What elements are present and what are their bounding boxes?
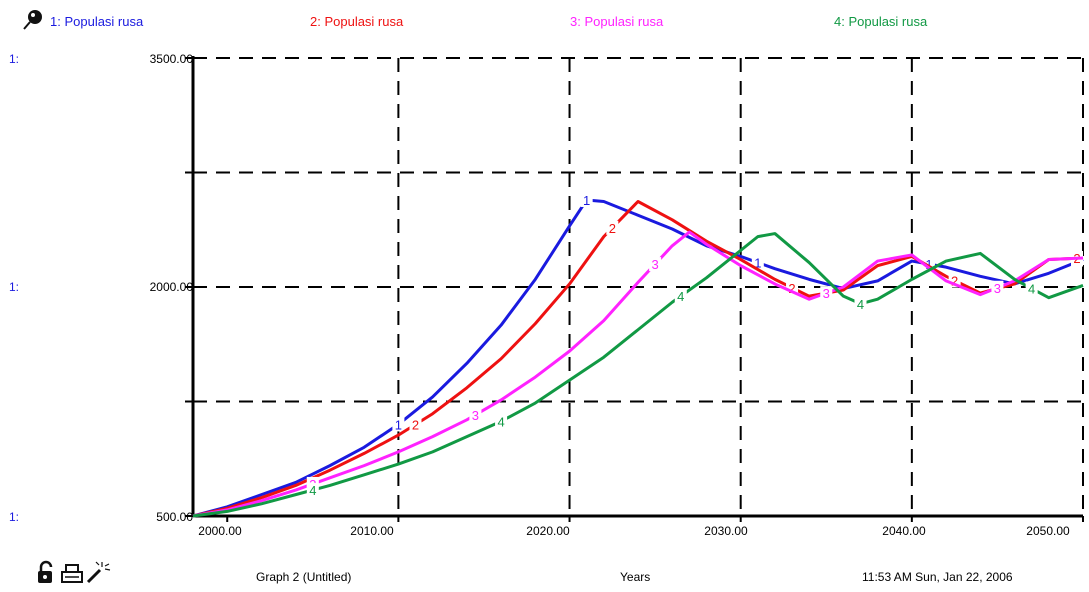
series-marker-1: 1 [583,193,590,208]
series-line-4 [192,232,1084,518]
series-marker-2: 2 [412,417,419,432]
series-marker-bg [580,192,593,207]
series-marker-4: 4 [857,297,864,312]
series-marker-bg [409,417,422,432]
x-tick-label-2050: 2050.00 [1026,524,1070,538]
series-marker-bg [649,257,662,272]
series-marker-bg [392,417,405,432]
x-tick-label-2000: 2000.00 [198,524,242,538]
series-marker-bg [991,280,1004,295]
x-axis-unit: Years [620,570,651,584]
axis-prefix-bottom: 1: [9,510,20,524]
series-marker-3: 3 [651,257,658,272]
series-line-1 [192,198,1084,518]
y-tick-label-500: 500.00 [156,510,193,524]
legend-item-3: 3: Populasi rusa [570,14,664,29]
series-marker-2: 2 [788,281,795,296]
axis-prefix-mid: 1: [9,280,20,294]
x-tick-label-2010: 2010.00 [350,524,394,538]
y-tick-label-2000: 2000.00 [149,280,193,294]
series-marker-bg [606,220,619,235]
series-marker-bg [1025,281,1038,296]
lock-icon[interactable] [38,560,53,583]
timestamp: 11:53 AM Sun, Jan 22, 2006 [862,570,1013,584]
series-marker-3: 3 [472,408,479,423]
series-marker-4: 4 [1028,282,1035,297]
series-marker-bg [820,286,833,301]
series-marker-4: 4 [677,289,684,304]
legend-item-4: 4: Populasi rusa [834,14,928,29]
axis-prefix-top: 1: [9,52,20,66]
series-marker-bg [469,407,482,422]
pushpin-icon[interactable] [22,8,46,32]
x-tick-label-2030: 2030.00 [704,524,748,538]
x-tick-label-2020: 2020.00 [526,524,570,538]
series-marker-1: 1 [395,417,402,432]
series-marker-bg [495,414,508,429]
series-line-2 [192,200,1084,518]
graph-title: Graph 2 (Untitled) [256,570,352,584]
series-marker-bg [854,296,867,311]
series-marker-2: 2 [951,274,958,289]
series-marker-bg [674,289,687,304]
legend-item-1: 1: Populasi rusa [50,14,144,29]
series-marker-3: 3 [994,281,1001,296]
series-marker-2: 2 [609,221,616,236]
series-marker-1: 1 [754,256,761,271]
series-marker-4: 4 [497,414,504,429]
series-marker-bg [306,483,319,498]
y-tick-label-3500: 3500.00 [149,52,193,66]
toolbar-icons [38,560,111,584]
legend-item-2: 2: Populasi rusa [310,14,404,29]
print-icon[interactable] [61,564,83,583]
series-marker-3: 3 [823,286,830,301]
magic-wand-icon[interactable] [86,561,111,584]
series-marker-4: 4 [309,483,316,498]
x-tick-label-2040: 2040.00 [882,524,926,538]
series-marker-1: 1 [925,257,932,272]
line-chart: 11111222223333344444 [185,56,1084,522]
